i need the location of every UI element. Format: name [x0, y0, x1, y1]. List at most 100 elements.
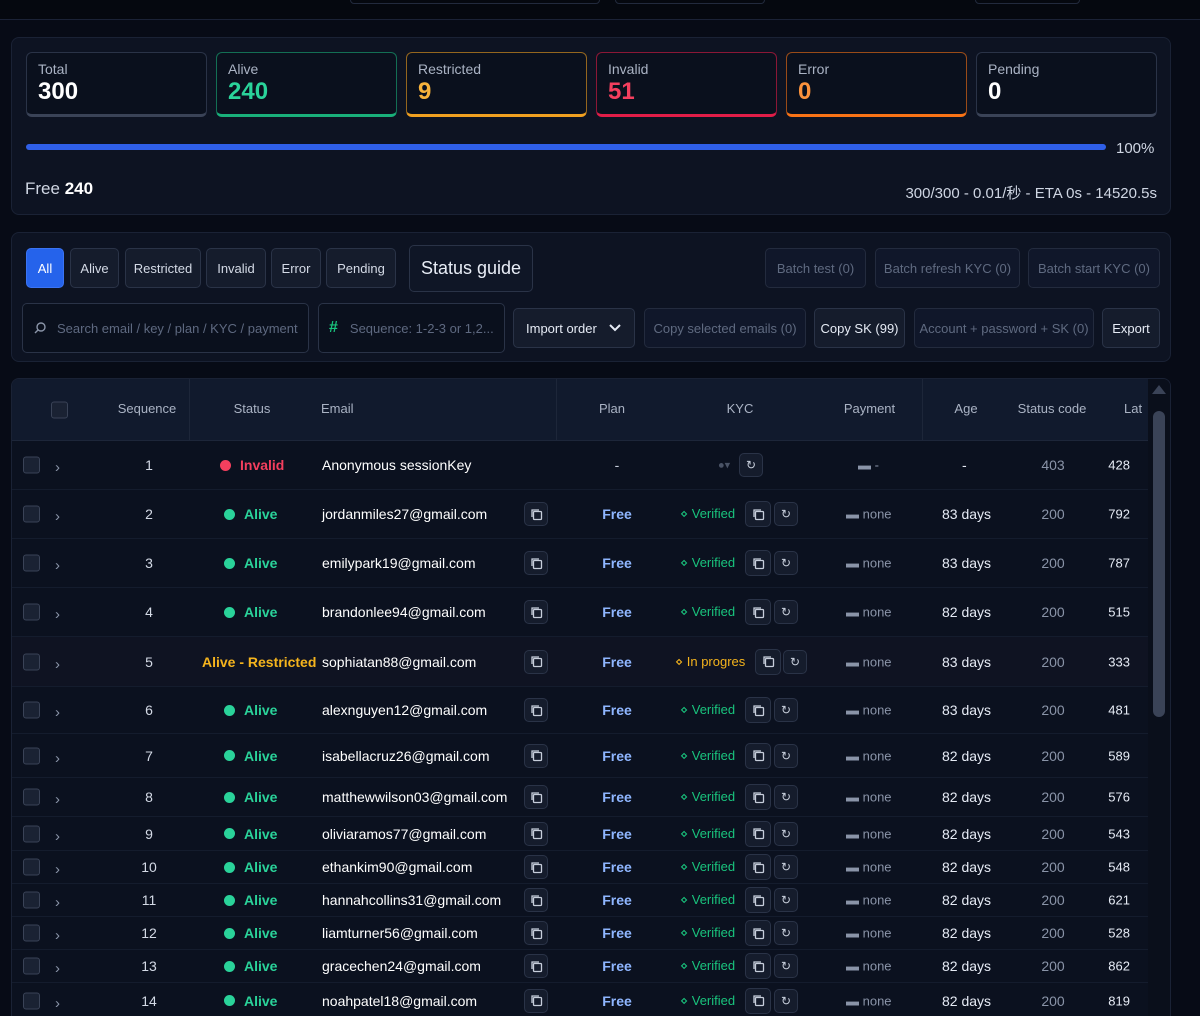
expand-chevron-icon[interactable]: › — [55, 927, 60, 945]
copy-kyc-icon[interactable] — [745, 501, 771, 527]
copy-kyc-icon[interactable] — [745, 887, 771, 913]
copy-selected-emails-button[interactable]: Copy selected emails (0) — [644, 308, 806, 348]
copy-email-icon[interactable] — [524, 988, 548, 1013]
row-checkbox[interactable] — [23, 858, 40, 876]
row-checkbox[interactable] — [23, 603, 40, 621]
copy-email-icon[interactable] — [524, 855, 548, 879]
column-age[interactable]: Age — [954, 401, 978, 416]
expand-chevron-icon[interactable]: › — [55, 606, 60, 624]
copy-kyc-icon[interactable] — [755, 648, 781, 675]
scroll-up-icon[interactable] — [1152, 385, 1166, 394]
row-checkbox[interactable] — [23, 505, 40, 523]
row-checkbox[interactable] — [23, 701, 40, 719]
batch-button-3[interactable]: Batch start KYC (0) — [1028, 248, 1160, 288]
table-row[interactable]: › 12 Alive liamturner56@gmail.com Free ⋄ Veri… — [12, 917, 1150, 950]
refresh-icon[interactable]: ↻ — [774, 502, 798, 526]
expand-chevron-icon[interactable]: › — [55, 861, 60, 879]
copy-kyc-icon[interactable] — [745, 987, 771, 1014]
row-checkbox[interactable] — [23, 957, 40, 975]
copy-kyc-icon[interactable] — [745, 742, 771, 769]
top-control[interactable] — [615, 0, 765, 4]
table-row[interactable]: › 7 Alive isabellacruz26@gmail.com Free ⋄ Ver… — [12, 734, 1150, 778]
table-row[interactable]: › 11 Alive hannahcollins31@gmail.com Free ⋄ V… — [12, 884, 1150, 917]
column-payment[interactable]: Payment — [843, 401, 896, 416]
copy-email-icon[interactable] — [524, 888, 548, 912]
expand-chevron-icon[interactable]: › — [55, 791, 60, 809]
copy-email-icon[interactable] — [524, 743, 548, 768]
copy-email-icon[interactable] — [524, 649, 548, 674]
row-checkbox[interactable] — [23, 992, 40, 1009]
expand-chevron-icon[interactable]: › — [55, 894, 60, 912]
expand-chevron-icon[interactable]: › — [55, 557, 60, 575]
filter-pending[interactable]: Pending — [326, 248, 396, 288]
filter-error[interactable]: Error — [271, 248, 321, 288]
refresh-icon[interactable]: ↻ — [774, 821, 798, 846]
batch-button-2[interactable]: Batch refresh KYC (0) — [875, 248, 1020, 288]
filter-alive[interactable]: Alive — [70, 248, 119, 288]
copy-kyc-icon[interactable] — [745, 599, 771, 625]
row-checkbox[interactable] — [23, 788, 40, 806]
column-email[interactable]: Email — [321, 401, 354, 416]
import-order-select[interactable]: Import order — [513, 308, 635, 348]
refresh-icon[interactable]: ↻ — [774, 551, 798, 575]
filter-restricted[interactable]: Restricted — [125, 248, 201, 288]
table-row[interactable]: › 3 Alive emilypark19@gmail.com Free ⋄ Verifi… — [12, 539, 1150, 588]
row-checkbox[interactable] — [23, 924, 40, 942]
row-checkbox[interactable] — [23, 653, 40, 670]
table-row[interactable]: › 1 Invalid Anonymous sessionKey - ●▾ ↻ ▬ - - 403… — [12, 441, 1150, 490]
scroll-thumb[interactable] — [1153, 411, 1165, 717]
expand-chevron-icon[interactable]: › — [55, 827, 60, 845]
sequence-input[interactable]: # Sequence: 1-2-3 or 1,2... — [318, 303, 505, 353]
status-guide-button[interactable]: Status guide — [409, 245, 533, 292]
table-row[interactable]: › 2 Alive jordanmiles27@gmail.com Free ⋄ Veri… — [12, 490, 1150, 539]
column-sequence[interactable]: Sequence — [117, 401, 177, 416]
copy-email-icon[interactable] — [524, 921, 548, 945]
expand-chevron-icon[interactable]: › — [55, 459, 60, 477]
row-checkbox[interactable] — [23, 747, 40, 764]
refresh-icon[interactable]: ↻ — [774, 743, 798, 768]
refresh-icon[interactable]: ↻ — [774, 888, 798, 912]
copy-kyc-icon[interactable] — [745, 820, 771, 847]
copy-kyc-icon[interactable] — [745, 697, 771, 723]
row-checkbox[interactable] — [23, 825, 40, 842]
refresh-icon[interactable]: ↻ — [774, 855, 798, 879]
refresh-icon[interactable]: ↻ — [774, 988, 798, 1013]
table-row[interactable]: › 8 Alive matthewwilson03@gmail.com Free ⋄ Ve… — [12, 778, 1150, 817]
search-input[interactable]: Search email / key / plan / KYC / paymen… — [22, 303, 309, 353]
vertical-scrollbar[interactable] — [1148, 379, 1170, 1016]
copy-email-icon[interactable] — [524, 954, 548, 978]
filter-invalid[interactable]: Invalid — [206, 248, 266, 288]
top-control[interactable] — [975, 0, 1080, 4]
copy-email-icon[interactable] — [524, 785, 548, 809]
copy-kyc-icon[interactable] — [745, 953, 771, 979]
column-status[interactable]: Status — [233, 401, 271, 416]
export-button[interactable]: Export — [1102, 308, 1160, 348]
batch-button-1[interactable]: Batch test (0) — [765, 248, 866, 288]
select-all-checkbox[interactable] — [51, 401, 68, 419]
expand-chevron-icon[interactable]: › — [55, 994, 60, 1012]
row-checkbox[interactable] — [23, 554, 40, 572]
expand-chevron-icon[interactable]: › — [55, 704, 60, 722]
row-checkbox[interactable] — [23, 456, 40, 474]
refresh-icon[interactable]: ↻ — [774, 785, 798, 809]
copy-sk-button[interactable]: Copy SK (99) — [814, 308, 905, 348]
copy-email-icon[interactable] — [524, 821, 548, 846]
expand-chevron-icon[interactable]: › — [55, 655, 60, 673]
copy-email-icon[interactable] — [524, 698, 548, 722]
copy-kyc-icon[interactable] — [745, 854, 771, 880]
expand-chevron-icon[interactable]: › — [55, 508, 60, 526]
refresh-icon[interactable]: ↻ — [783, 649, 807, 674]
table-row[interactable]: › 9 Alive oliviaramos77@gmail.com Free ⋄ Veri… — [12, 817, 1150, 851]
copy-email-icon[interactable] — [524, 551, 548, 575]
account-password-sk-button[interactable]: Account + password + SK (0) — [914, 308, 1094, 348]
refresh-icon[interactable]: ↻ — [774, 600, 798, 624]
refresh-icon[interactable]: ↻ — [774, 921, 798, 945]
top-control[interactable] — [350, 0, 600, 4]
column-latency[interactable]: Lat — [1124, 401, 1143, 416]
refresh-icon[interactable]: ↻ — [774, 698, 798, 722]
table-row[interactable]: › 6 Alive alexnguyen12@gmail.com Free ⋄ Verif… — [12, 687, 1150, 734]
filter-all[interactable]: All — [26, 248, 64, 288]
expand-chevron-icon[interactable]: › — [55, 749, 60, 767]
copy-email-icon[interactable] — [524, 502, 548, 526]
row-checkbox[interactable] — [23, 891, 40, 909]
